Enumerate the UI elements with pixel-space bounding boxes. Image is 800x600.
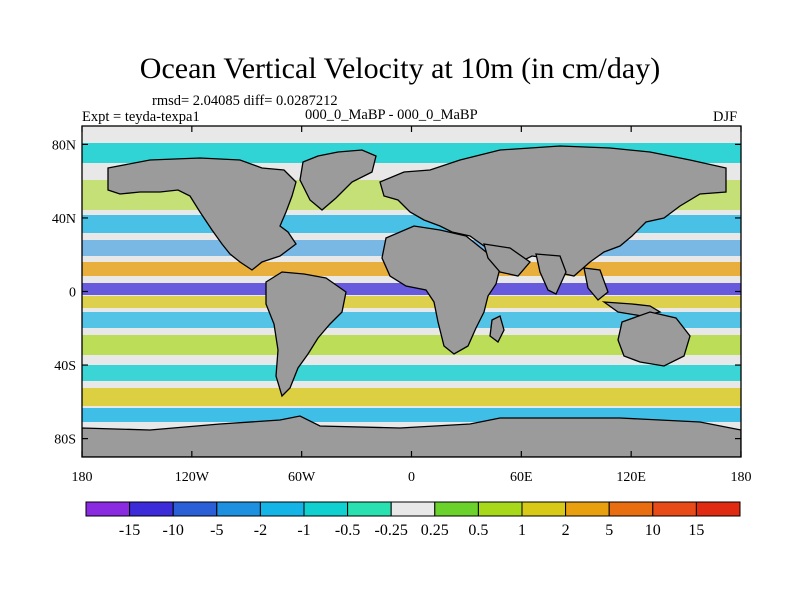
ocean-band-south-tropic xyxy=(82,312,741,328)
x-tick-label: 180 xyxy=(72,470,93,485)
land-antarctica xyxy=(82,415,741,457)
colorbar-swatch xyxy=(172,501,218,517)
colorbar-swatch xyxy=(259,501,305,517)
colorbar-swatch xyxy=(608,501,654,517)
colorbar-label: -10 xyxy=(163,522,184,539)
colorbar-label: -0.5 xyxy=(335,522,360,539)
land-eurasia xyxy=(379,145,727,277)
colorbar-label: -1 xyxy=(297,522,310,539)
colorbar-label: -5 xyxy=(210,522,223,539)
colorbar-label: 0.25 xyxy=(421,522,449,539)
x-tick-label: 120E xyxy=(616,470,646,485)
colorbar-swatch xyxy=(565,501,610,517)
colorbar-swatch xyxy=(129,501,174,517)
ocean-band-south-mid xyxy=(82,365,741,381)
colorbar-swatch xyxy=(434,501,479,517)
ocean-band-south-equatorial xyxy=(82,296,741,308)
colorbar-swatch xyxy=(695,501,741,517)
land-africa xyxy=(381,225,501,355)
colorbar-swatch xyxy=(216,501,261,517)
colorbar-label: 1 xyxy=(518,522,526,539)
land-greenland xyxy=(299,149,377,211)
stats-label: rmsd= 2.04085 diff= 0.0287212 xyxy=(152,93,338,109)
colorbar-label: 5 xyxy=(605,522,613,539)
colorbar-swatch xyxy=(390,501,436,517)
x-tick-label: 120W xyxy=(175,470,210,485)
land-india xyxy=(535,253,567,295)
x-tick-label: 180 xyxy=(731,470,752,485)
land-southeast-asia xyxy=(583,267,609,301)
colorbar-swatch xyxy=(652,501,697,517)
x-tick-label: 60E xyxy=(510,470,533,485)
land-arabia xyxy=(483,243,531,277)
chart-title: Ocean Vertical Velocity at 10m (in cm/da… xyxy=(139,52,661,85)
colorbar-label: 10 xyxy=(645,522,661,539)
colorbar-swatch xyxy=(347,501,392,517)
land-south-america xyxy=(265,271,347,398)
ocean-band-equator xyxy=(82,283,741,295)
colorbar-label: 15 xyxy=(688,522,704,539)
y-tick-label: 0 xyxy=(69,286,76,301)
land-indonesia xyxy=(601,301,662,317)
colorbar-swatch xyxy=(477,501,523,517)
land-australia xyxy=(617,311,691,367)
y-tick-label: 40S xyxy=(54,359,76,374)
land-north-america xyxy=(107,157,297,271)
x-tick-label: 60W xyxy=(288,470,316,485)
y-tick-label: 80N xyxy=(52,138,76,153)
x-tick-label: 0 xyxy=(408,470,415,485)
experiment-label: Expt = teyda-texpa1 xyxy=(82,109,200,125)
colorbar-label: -0.25 xyxy=(375,522,408,539)
colorbar-swatch xyxy=(521,501,567,517)
ocean-band-south-subtropic xyxy=(82,335,741,355)
colorbar-label: -15 xyxy=(119,522,140,539)
y-tick-label: 80S xyxy=(54,433,76,448)
y-tick-label: 40N xyxy=(52,212,76,227)
colorbar-swatch xyxy=(303,501,349,517)
colorbar-label: -2 xyxy=(254,522,267,539)
season-label: DJF xyxy=(713,109,738,125)
land-madagascar xyxy=(489,315,505,343)
colorbar-label: 2 xyxy=(562,522,570,539)
land-masses xyxy=(82,145,741,457)
colorbar-label: 0.5 xyxy=(468,522,488,539)
comparison-label: 000_0_MaBP - 000_0_MaBP xyxy=(305,107,478,123)
colorbar-swatch xyxy=(85,501,131,517)
ocean-band-southern-ocean xyxy=(82,388,741,406)
